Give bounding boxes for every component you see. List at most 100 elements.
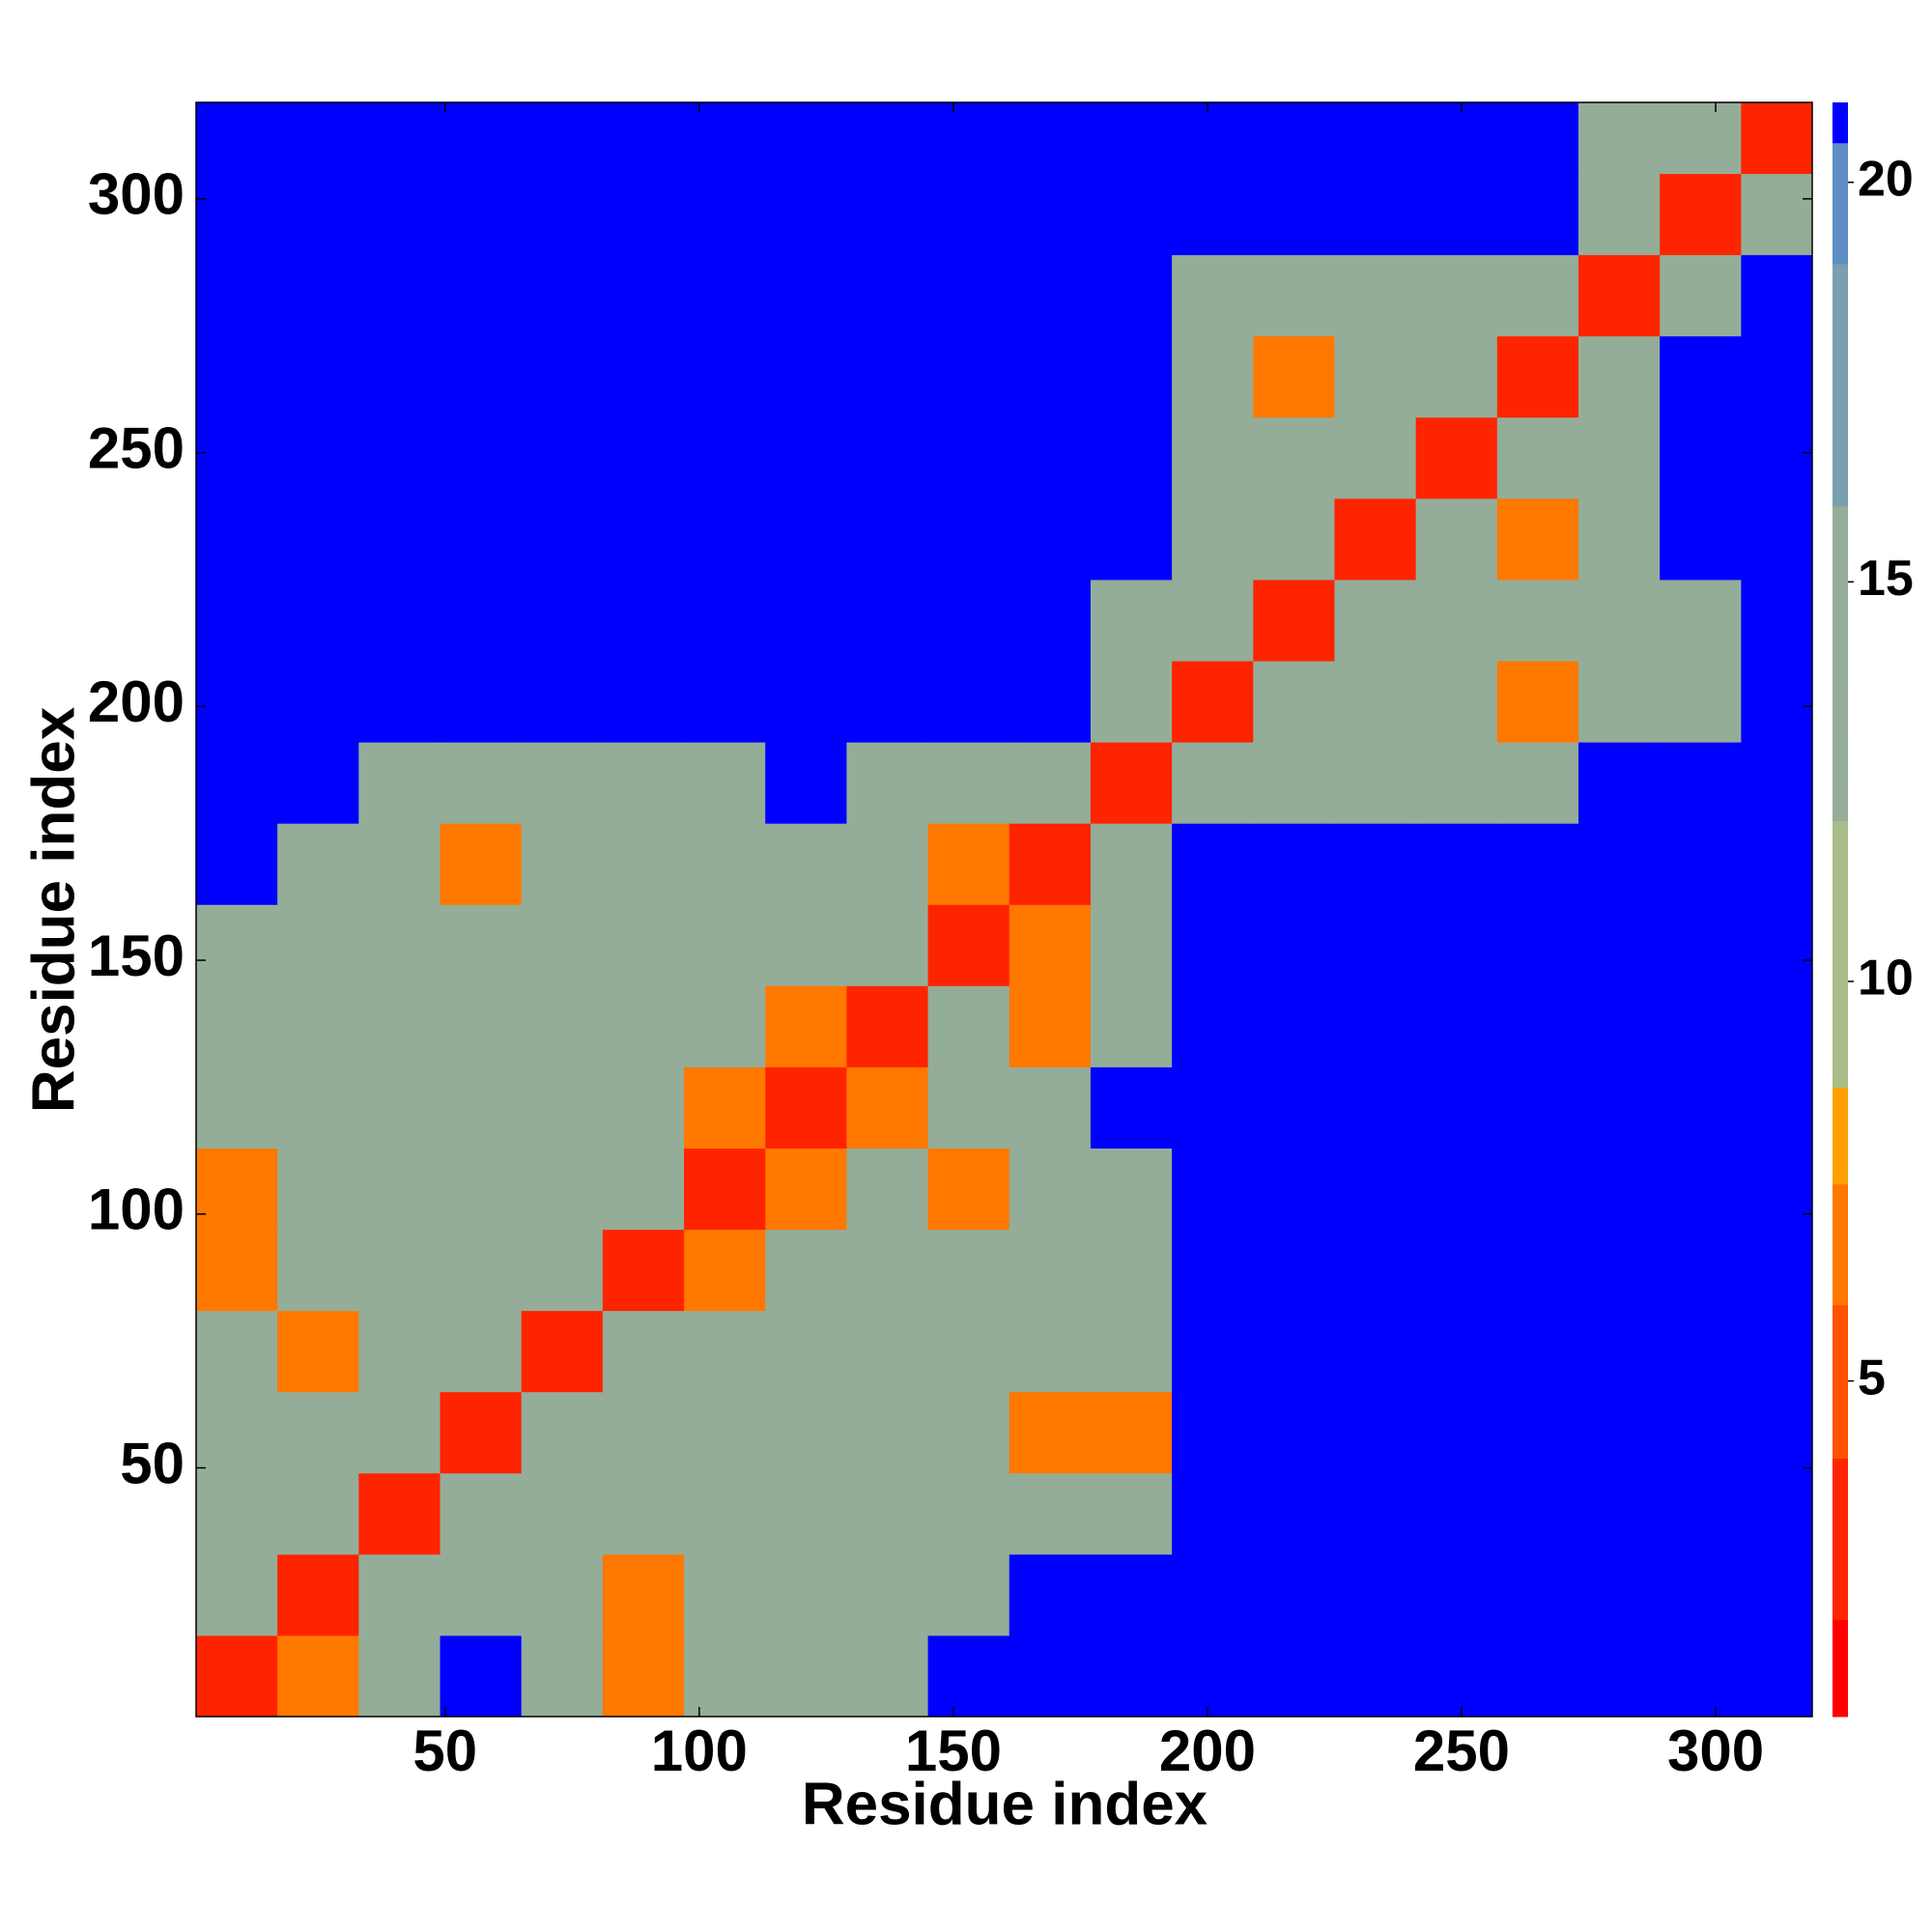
heatmap-cell	[196, 1066, 278, 1149]
heatmap-cell	[684, 1066, 766, 1149]
colorbar-swatch	[1833, 1604, 1848, 1612]
heatmap-cell	[1577, 1066, 1661, 1149]
heatmap-cell	[1660, 742, 1742, 824]
colorbar-swatch	[1833, 127, 1848, 135]
heatmap-cell	[1496, 254, 1579, 337]
heatmap-cell	[196, 1148, 278, 1231]
heatmap-cell	[684, 335, 766, 418]
heatmap-cell	[196, 497, 278, 581]
heatmap-cell	[1660, 497, 1742, 581]
colorbar-swatch	[1833, 1176, 1848, 1185]
colorbar-swatch	[1833, 1417, 1848, 1427]
colorbar-swatch	[1833, 327, 1848, 337]
colorbar-swatch	[1833, 820, 1848, 830]
heatmap-cell	[1334, 254, 1417, 337]
heatmap-cell	[440, 1229, 523, 1312]
colorbar-swatch	[1833, 1094, 1848, 1104]
y-tick-label: 50	[120, 1431, 185, 1495]
colorbar-swatch	[1833, 1628, 1848, 1636]
heatmap-cell	[602, 1310, 685, 1393]
colorbar-tick-label: 10	[1858, 951, 1914, 1007]
colorbar-swatch	[1833, 1248, 1848, 1258]
heatmap-cell	[1253, 102, 1335, 175]
heatmap-cell	[196, 823, 278, 905]
colorbar-swatch	[1833, 1691, 1848, 1701]
heatmap-cell	[684, 742, 766, 824]
colorbar-swatch	[1833, 1450, 1848, 1460]
heatmap-cell	[1577, 1472, 1661, 1555]
colorbar-swatch	[1833, 1491, 1848, 1499]
colorbar-swatch	[1833, 1070, 1848, 1080]
heatmap-cell	[196, 1634, 278, 1718]
heatmap-cell	[440, 1148, 523, 1231]
colorbar-swatch	[1833, 683, 1848, 693]
heatmap-cell	[1660, 1472, 1742, 1555]
colorbar-swatch	[1833, 586, 1848, 596]
heatmap-cell	[1741, 1391, 1813, 1474]
heatmap-cell	[1577, 335, 1661, 418]
heatmap-cell	[684, 1553, 766, 1636]
heatmap-cell	[765, 497, 847, 581]
heatmap-cell	[765, 823, 847, 905]
heatmap-cell	[1334, 579, 1417, 662]
colorbar-swatch	[1833, 134, 1848, 144]
colorbar-swatch	[1833, 1676, 1848, 1686]
colorbar-swatch	[1833, 1700, 1848, 1710]
heatmap-cell	[765, 335, 847, 418]
heatmap-cell	[358, 1391, 441, 1474]
heatmap-cell	[684, 904, 766, 986]
heatmap-cell	[1741, 1066, 1813, 1149]
heatmap-cell	[1090, 1310, 1173, 1393]
colorbar-swatch	[1833, 514, 1848, 523]
colorbar-swatch	[1833, 578, 1848, 587]
colorbar-swatch	[1833, 594, 1848, 604]
heatmap-cell	[196, 335, 278, 418]
heatmap-cell	[1090, 661, 1173, 743]
colorbar-swatch	[1833, 1353, 1848, 1362]
y-tick-label: 150	[88, 923, 185, 988]
heatmap-cell	[927, 1066, 1010, 1149]
heatmap-cell	[277, 102, 359, 175]
heatmap-cell	[1577, 1229, 1661, 1312]
heatmap-cell	[1496, 1310, 1579, 1393]
heatmap-cell	[684, 497, 766, 581]
heatmap-cell	[927, 497, 1010, 581]
heatmap-cell	[1577, 904, 1661, 986]
colorbar-swatch	[1833, 804, 1848, 813]
colorbar-swatch	[1833, 490, 1848, 498]
plot-frame	[195, 101, 1813, 1718]
colorbar-swatch	[1833, 933, 1848, 943]
heatmap-cell	[602, 823, 685, 905]
colorbar-swatch	[1833, 909, 1848, 919]
heatmap-cell	[1090, 497, 1173, 581]
colorbar-swatch	[1833, 392, 1848, 402]
heatmap-cell	[1741, 1310, 1813, 1393]
heatmap-cell	[1415, 1634, 1498, 1718]
x-tick-label: 150	[905, 1719, 1002, 1783]
heatmap-cell	[277, 173, 359, 256]
colorbar-swatch	[1833, 1014, 1848, 1023]
heatmap-cell	[1334, 1310, 1417, 1393]
x-tick-label: 100	[651, 1719, 748, 1783]
heatmap-cell	[1172, 254, 1254, 337]
heatmap-cell	[1172, 1066, 1254, 1149]
heatmap-cell	[196, 102, 278, 175]
colorbar-swatch	[1833, 416, 1848, 426]
heatmap-cell	[846, 985, 929, 1067]
heatmap-cell	[1334, 742, 1417, 824]
heatmap-cell	[1415, 173, 1498, 256]
heatmap-cell	[765, 904, 847, 986]
heatmap-cell	[521, 1310, 604, 1393]
heatmap-cell	[684, 1634, 766, 1718]
heatmap-cell	[277, 1066, 359, 1149]
colorbar-swatch	[1833, 1313, 1848, 1322]
heatmap-cell	[927, 1634, 1010, 1718]
heatmap-cell	[440, 1310, 523, 1393]
colorbar-swatch	[1833, 1530, 1848, 1540]
colorbar-swatch	[1833, 635, 1848, 644]
colorbar-swatch	[1833, 965, 1848, 975]
heatmap-cell	[358, 335, 441, 418]
colorbar-swatch	[1833, 1127, 1848, 1136]
heatmap-cell	[1415, 823, 1498, 905]
